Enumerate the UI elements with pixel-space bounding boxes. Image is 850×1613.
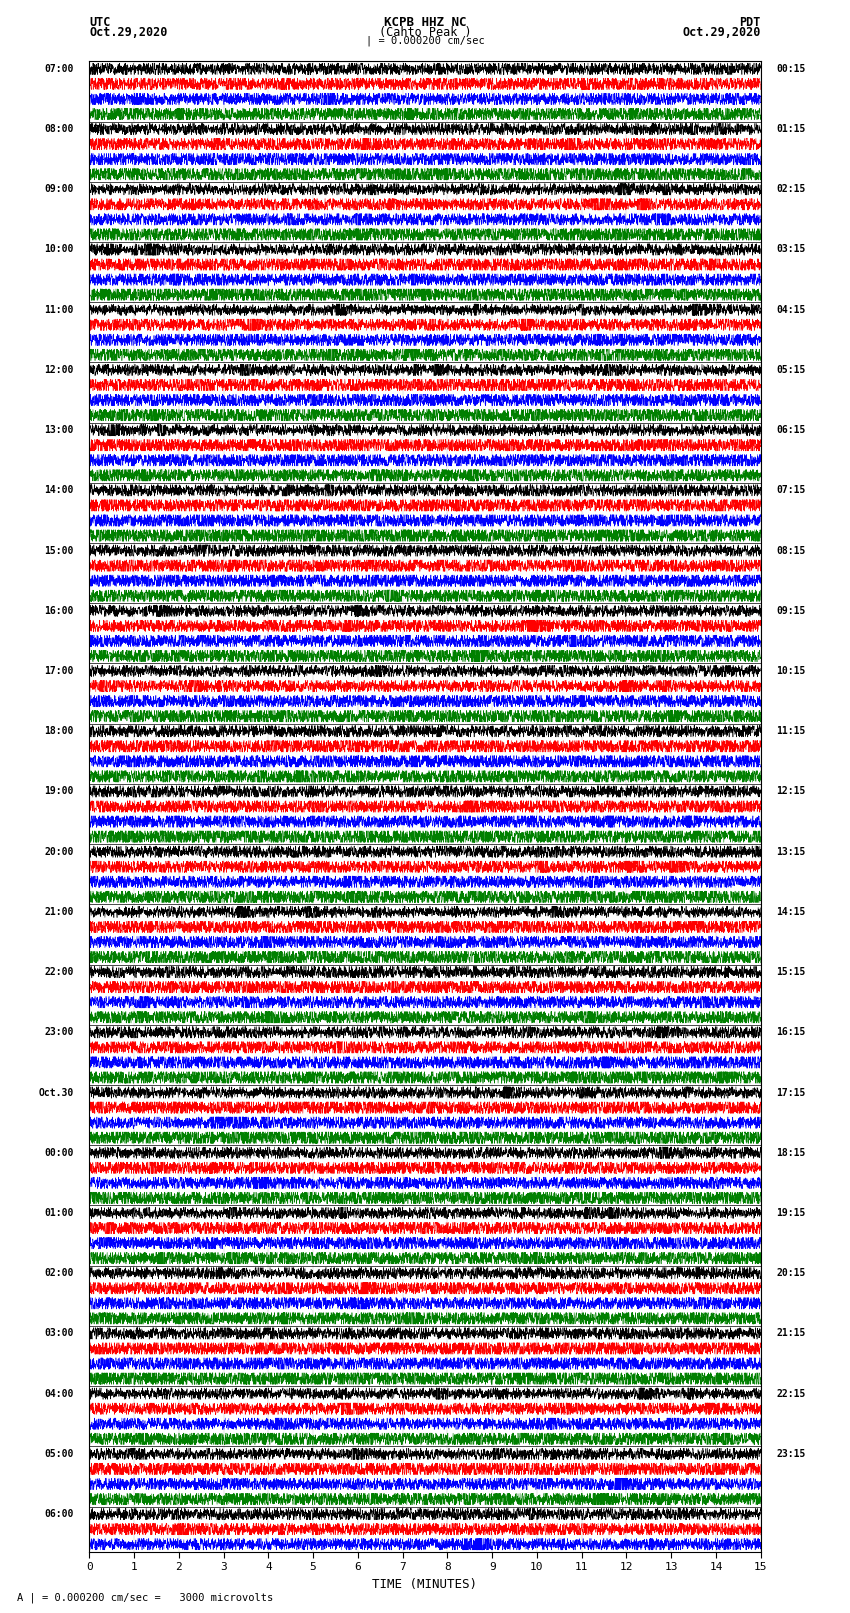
Text: 06:00: 06:00 (44, 1510, 74, 1519)
Text: 03:15: 03:15 (776, 245, 806, 255)
Text: KCPB HHZ NC: KCPB HHZ NC (383, 16, 467, 29)
Text: 17:00: 17:00 (44, 666, 74, 676)
Text: 11:00: 11:00 (44, 305, 74, 315)
Text: Oct.29,2020: Oct.29,2020 (89, 26, 167, 39)
Text: 13:00: 13:00 (44, 426, 74, 436)
Text: 23:00: 23:00 (44, 1027, 74, 1037)
Text: 15:00: 15:00 (44, 545, 74, 555)
Text: 16:00: 16:00 (44, 606, 74, 616)
Text: 20:00: 20:00 (44, 847, 74, 857)
Text: 02:15: 02:15 (776, 184, 806, 194)
Text: 15:15: 15:15 (776, 968, 806, 977)
Text: 19:15: 19:15 (776, 1208, 806, 1218)
Text: 23:15: 23:15 (776, 1448, 806, 1458)
Text: 12:00: 12:00 (44, 365, 74, 374)
Text: 11:15: 11:15 (776, 726, 806, 736)
Text: 05:00: 05:00 (44, 1448, 74, 1458)
X-axis label: TIME (MINUTES): TIME (MINUTES) (372, 1578, 478, 1590)
Text: 04:15: 04:15 (776, 305, 806, 315)
Text: (Cahto Peak ): (Cahto Peak ) (379, 26, 471, 39)
Text: 22:15: 22:15 (776, 1389, 806, 1398)
Text: 21:15: 21:15 (776, 1329, 806, 1339)
Text: 09:15: 09:15 (776, 606, 806, 616)
Text: 16:15: 16:15 (776, 1027, 806, 1037)
Text: A | = 0.000200 cm/sec =   3000 microvolts: A | = 0.000200 cm/sec = 3000 microvolts (17, 1592, 273, 1603)
Text: 01:15: 01:15 (776, 124, 806, 134)
Text: 20:15: 20:15 (776, 1268, 806, 1277)
Text: 00:15: 00:15 (776, 65, 806, 74)
Text: 19:00: 19:00 (44, 787, 74, 797)
Text: 06:15: 06:15 (776, 426, 806, 436)
Text: 13:15: 13:15 (776, 847, 806, 857)
Text: 08:00: 08:00 (44, 124, 74, 134)
Text: 05:15: 05:15 (776, 365, 806, 374)
Text: UTC: UTC (89, 16, 110, 29)
Text: 08:15: 08:15 (776, 545, 806, 555)
Text: | = 0.000200 cm/sec: | = 0.000200 cm/sec (366, 35, 484, 47)
Text: 07:15: 07:15 (776, 486, 806, 495)
Text: 01:00: 01:00 (44, 1208, 74, 1218)
Text: 18:00: 18:00 (44, 726, 74, 736)
Text: 04:00: 04:00 (44, 1389, 74, 1398)
Text: 00:00: 00:00 (44, 1148, 74, 1158)
Text: 12:15: 12:15 (776, 787, 806, 797)
Text: 02:00: 02:00 (44, 1268, 74, 1277)
Text: 10:15: 10:15 (776, 666, 806, 676)
Text: 03:00: 03:00 (44, 1329, 74, 1339)
Text: 07:00: 07:00 (44, 65, 74, 74)
Text: 21:00: 21:00 (44, 907, 74, 916)
Text: 10:00: 10:00 (44, 245, 74, 255)
Text: 14:00: 14:00 (44, 486, 74, 495)
Text: PDT: PDT (740, 16, 761, 29)
Text: 09:00: 09:00 (44, 184, 74, 194)
Text: Oct.29,2020: Oct.29,2020 (683, 26, 761, 39)
Text: 14:15: 14:15 (776, 907, 806, 916)
Text: 18:15: 18:15 (776, 1148, 806, 1158)
Text: Oct.30: Oct.30 (38, 1087, 74, 1097)
Text: 22:00: 22:00 (44, 968, 74, 977)
Text: 17:15: 17:15 (776, 1087, 806, 1097)
